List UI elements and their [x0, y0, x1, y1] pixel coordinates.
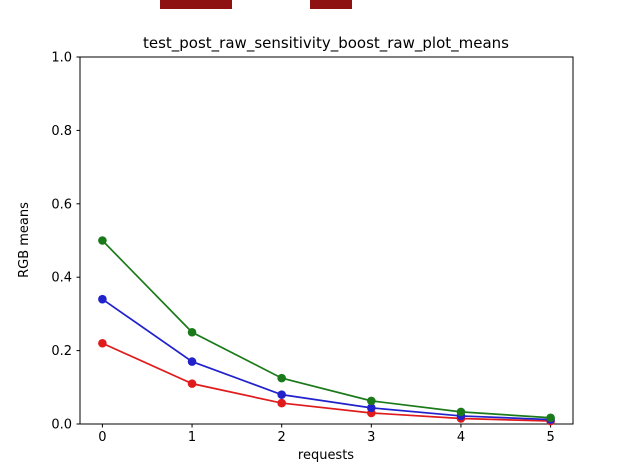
- y-tick-label: 1.0: [51, 51, 72, 66]
- y-tick-label: 0.0: [51, 418, 72, 433]
- screen-artifact: [310, 0, 352, 9]
- chart-title: test_post_raw_sensitivity_boost_raw_plot…: [143, 34, 509, 53]
- x-tick-label: 2: [278, 430, 286, 445]
- x-tick-label: 1: [188, 430, 196, 445]
- series-marker-red: [98, 338, 107, 348]
- series-marker-blue: [367, 403, 376, 413]
- y-tick-label: 0.4: [51, 271, 72, 286]
- series-marker-green: [456, 407, 466, 417]
- x-tick-label: 4: [457, 430, 465, 445]
- series-marker-green: [187, 327, 197, 337]
- series-line-red: [102, 342, 551, 422]
- series-marker-green: [546, 413, 555, 423]
- series-marker-green: [98, 236, 107, 245]
- series-marker-green: [367, 396, 376, 406]
- series-marker-red: [187, 379, 197, 388]
- y-axis-label: RGB means: [17, 202, 32, 278]
- x-axis-label: requests: [298, 448, 354, 463]
- series-marker-blue: [277, 390, 286, 399]
- y-tick-label: 0.2: [51, 344, 72, 359]
- screen-artifact: [160, 0, 232, 9]
- x-tick-label: 3: [367, 430, 375, 445]
- y-tick-label: 0.6: [51, 197, 72, 212]
- series-marker-blue: [187, 357, 197, 366]
- x-tick-label: 5: [546, 430, 554, 445]
- series-marker-red: [277, 398, 286, 408]
- series-marker-green: [277, 373, 286, 383]
- series-line-green: [101, 239, 551, 419]
- y-tick-label: 0.8: [51, 124, 72, 139]
- series-marker-blue: [98, 294, 107, 304]
- plot-area: 0 1 2 3 4 5 0.0 0.2 0.4 0.6 0.8 1.0: [51, 51, 574, 445]
- x-tick-label: 0: [98, 430, 106, 445]
- series-line-blue: [101, 298, 551, 421]
